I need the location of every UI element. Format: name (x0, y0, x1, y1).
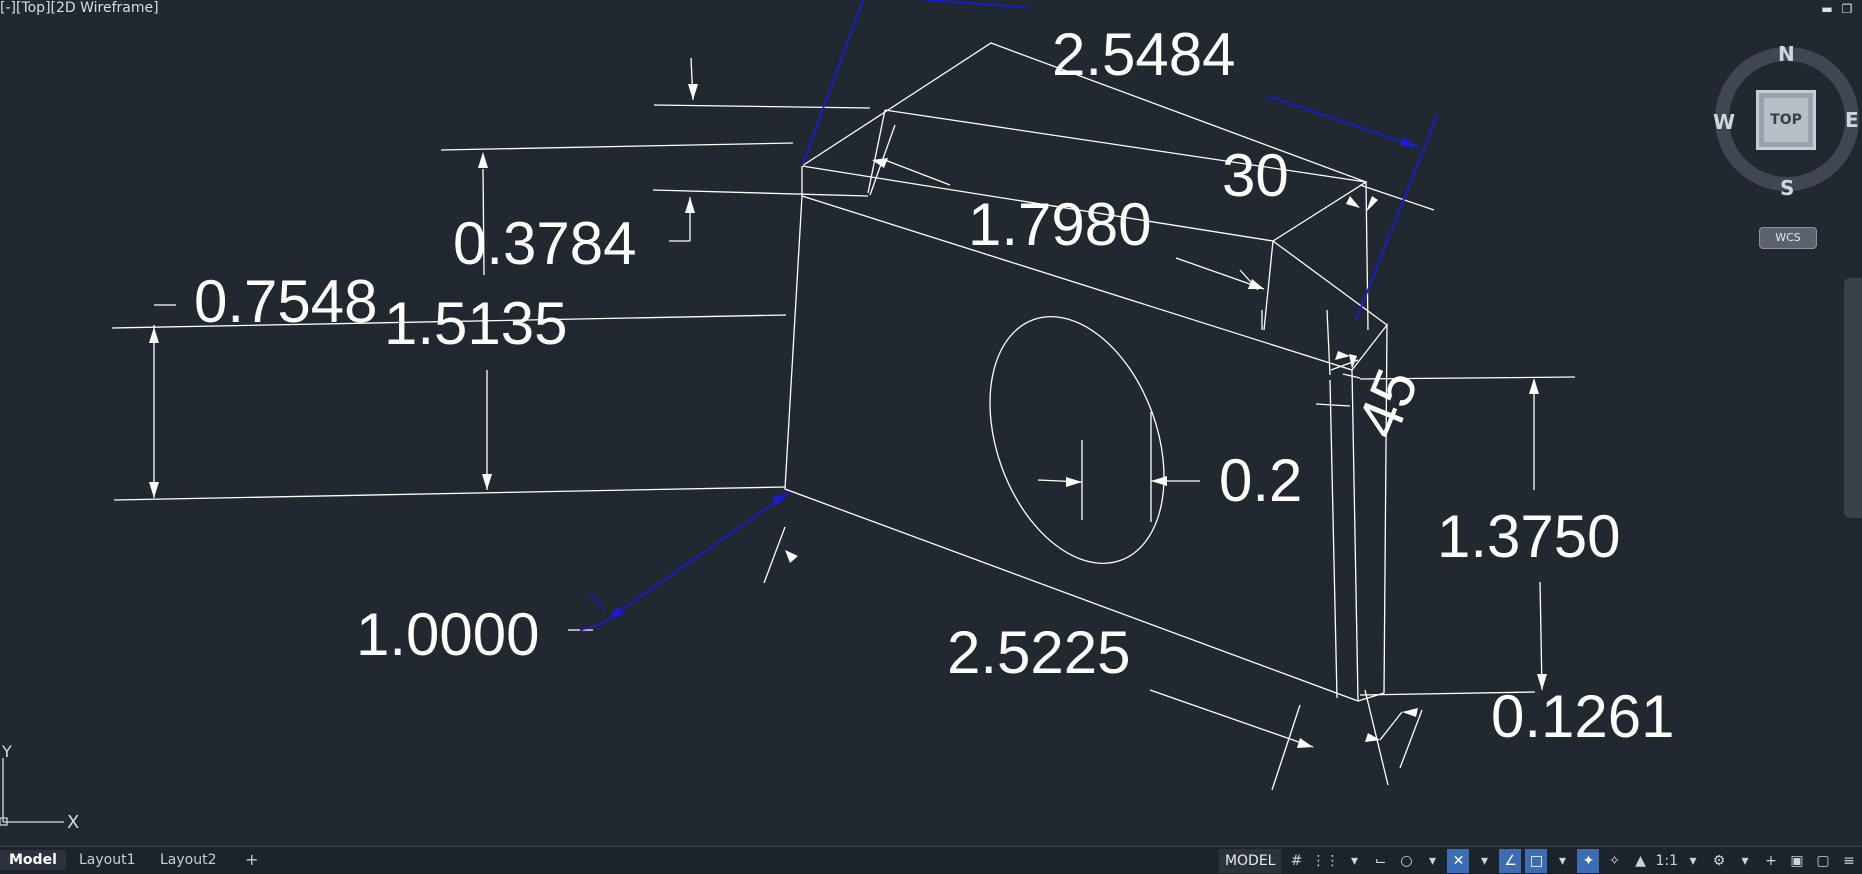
status-bar: Model Layout1 Layout2 + MODEL # ⋮⋮ ▾ ⌙ ○… (0, 846, 1862, 874)
dim-2-5484[interactable]: 2.5484 (1052, 21, 1236, 88)
compass-east[interactable]: E (1845, 108, 1859, 132)
compass-west[interactable]: W (1713, 110, 1736, 134)
dim-0-7548[interactable]: 0.7548 (194, 268, 378, 335)
dim-1-5135[interactable]: 1.5135 (384, 290, 568, 357)
restore-icon[interactable]: ❐ (1841, 2, 1853, 16)
annotation-scale-icon[interactable]: ▲ (1635, 853, 1646, 869)
object-snap-dropdown-icon[interactable]: ▾ (1558, 853, 1566, 869)
model-space-button[interactable]: MODEL (1218, 849, 1282, 873)
dim-1-0000[interactable]: 1.0000 (356, 601, 540, 668)
selected-arrowheads (608, 137, 1418, 620)
viewport-window-controls: ▬ ❐ (1820, 2, 1854, 16)
drawing-canvas[interactable]: 2.5484 30 1.7980 0.3784 0.7548 1.5135 45… (0, 0, 1862, 846)
compass-north[interactable]: N (1778, 42, 1795, 66)
add-layout-button[interactable]: + (245, 850, 259, 869)
ucs-icon: Y X (0, 742, 79, 830)
status-toolbar: MODEL # ⋮⋮ ▾ ⌙ ○ ▾ ✕ ▾ ∠ □ ▾ ✦ ✧ ▲ 1:1 ▾… (1217, 848, 1862, 874)
compass-south[interactable]: S (1780, 176, 1795, 200)
part-geometry (111, 42, 1576, 791)
viewcube-face-label: TOP (1764, 98, 1808, 142)
tab-model[interactable]: Model (0, 850, 66, 870)
tab-layout2[interactable]: Layout2 (160, 852, 217, 868)
dim-0-1261[interactable]: 0.1261 (1491, 683, 1675, 750)
units-icon[interactable]: ▣ (1790, 853, 1804, 869)
ucs-x-label: X (67, 812, 79, 830)
viewcube[interactable]: N S E W TOP WCS (1712, 40, 1862, 260)
isodraft-dropdown-icon[interactable]: ▾ (1480, 853, 1488, 869)
snap-dropdown-icon[interactable]: ▾ (1350, 853, 1358, 869)
dim-0-2[interactable]: 0.2 (1219, 447, 1302, 514)
annotation-scale-value[interactable]: 1:1 (1655, 853, 1678, 869)
object-snap-icon[interactable]: □ (1525, 849, 1548, 873)
object-snap-tracking-icon[interactable]: ∠ (1499, 849, 1522, 873)
dim-45[interactable]: 45 (1344, 360, 1431, 447)
polar-dropdown-icon[interactable]: ▾ (1428, 853, 1436, 869)
navigation-bar[interactable] (1844, 278, 1862, 518)
dim-0-3784[interactable]: 0.3784 (453, 210, 637, 277)
snap-icon[interactable]: ⋮⋮ (1311, 853, 1340, 869)
fullscreen-icon[interactable]: ▢ (1816, 853, 1830, 869)
isodraft-icon[interactable]: ✕ (1447, 849, 1470, 873)
dim-1-3750[interactable]: 1.3750 (1437, 503, 1621, 570)
selected-dimensions (579, 0, 1439, 631)
hole-ellipse (989, 315, 1165, 565)
workspace-dropdown-icon[interactable]: ▾ (1741, 853, 1749, 869)
grid-icon[interactable]: # (1290, 853, 1303, 869)
viewport-controls-label[interactable]: [-][Top][2D Wireframe] (0, 0, 159, 16)
annotation-visibility-icon[interactable]: ✦ (1577, 849, 1600, 873)
ucs-y-label: Y (1, 742, 12, 761)
side-face (1351, 323, 1388, 702)
wcs-menu-button[interactable]: WCS (1759, 227, 1817, 249)
workspace-gear-icon[interactable]: ⚙ (1712, 853, 1726, 869)
dim-1-7980[interactable]: 1.7980 (968, 191, 1152, 258)
annotation-monitor-icon[interactable]: + (1765, 853, 1777, 869)
arrowheads (149, 84, 1547, 748)
drawing-viewport[interactable]: 2.5484 30 1.7980 0.3784 0.7548 1.5135 45… (0, 0, 1862, 846)
dim-30[interactable]: 30 (1222, 142, 1289, 209)
tab-layout1[interactable]: Layout1 (79, 852, 136, 868)
polar-tracking-icon[interactable]: ○ (1400, 853, 1413, 869)
customize-icon[interactable]: ≡ (1843, 853, 1855, 869)
auto-scale-icon[interactable]: ✧ (1608, 853, 1621, 869)
scale-dropdown-icon[interactable]: ▾ (1689, 853, 1697, 869)
dim-2-5225[interactable]: 2.5225 (947, 619, 1131, 686)
minimize-icon[interactable]: ▬ (1821, 2, 1833, 16)
viewcube-top-face[interactable]: TOP (1756, 90, 1816, 150)
infer-constraints-icon[interactable]: ⌙ (1374, 853, 1387, 869)
